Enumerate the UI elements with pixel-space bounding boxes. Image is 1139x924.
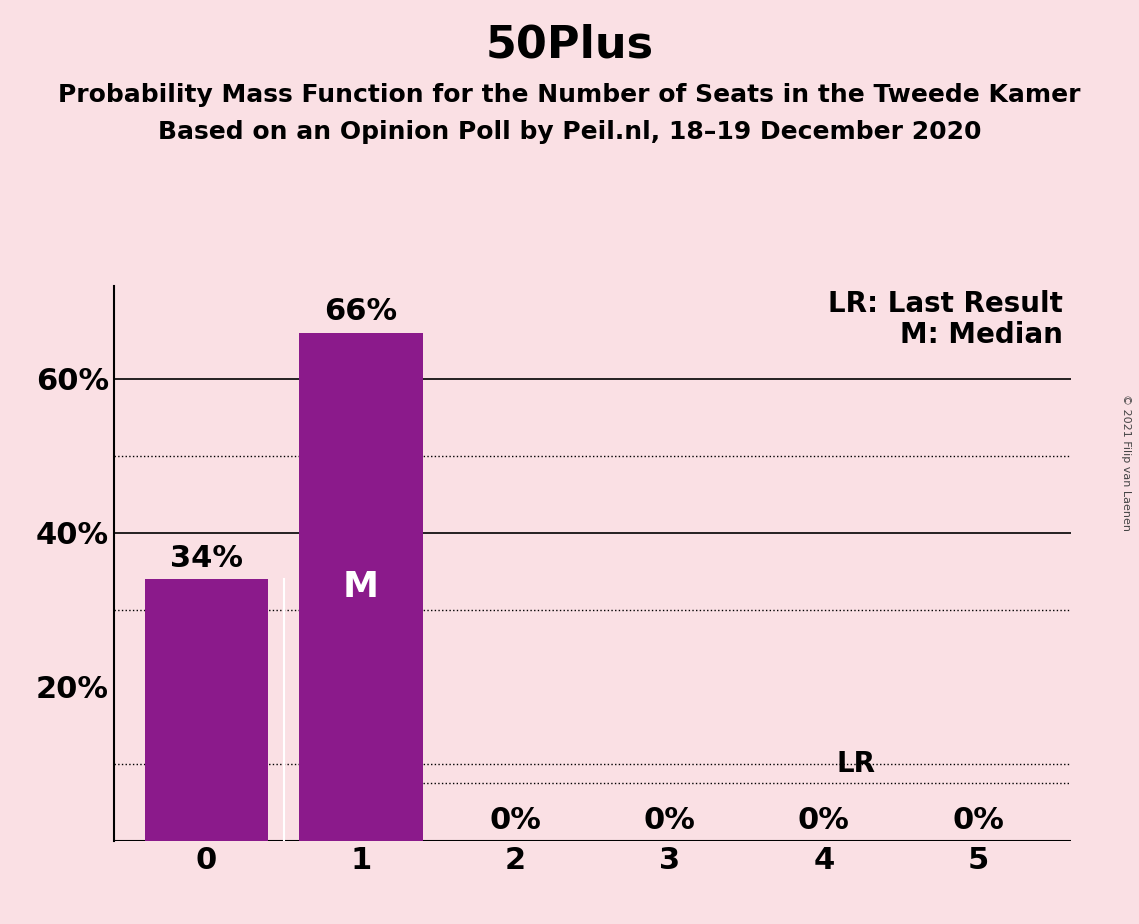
Text: 0%: 0% bbox=[644, 806, 696, 834]
Text: © 2021 Filip van Laenen: © 2021 Filip van Laenen bbox=[1121, 394, 1131, 530]
Bar bbox=[300, 333, 423, 841]
Text: 0%: 0% bbox=[797, 806, 850, 834]
Text: 0%: 0% bbox=[489, 806, 541, 834]
Text: LR: LR bbox=[836, 750, 875, 778]
Text: M: M bbox=[343, 570, 379, 603]
Text: Based on an Opinion Poll by Peil.nl, 18–19 December 2020: Based on an Opinion Poll by Peil.nl, 18–… bbox=[157, 120, 982, 144]
Bar bbox=[145, 579, 268, 841]
Text: M: Median: M: Median bbox=[900, 322, 1063, 349]
Text: 0%: 0% bbox=[952, 806, 1003, 834]
Text: 66%: 66% bbox=[325, 298, 398, 326]
Text: 34%: 34% bbox=[170, 544, 243, 573]
Text: 50Plus: 50Plus bbox=[485, 23, 654, 67]
Text: LR: Last Result: LR: Last Result bbox=[828, 290, 1063, 318]
Text: Probability Mass Function for the Number of Seats in the Tweede Kamer: Probability Mass Function for the Number… bbox=[58, 83, 1081, 107]
